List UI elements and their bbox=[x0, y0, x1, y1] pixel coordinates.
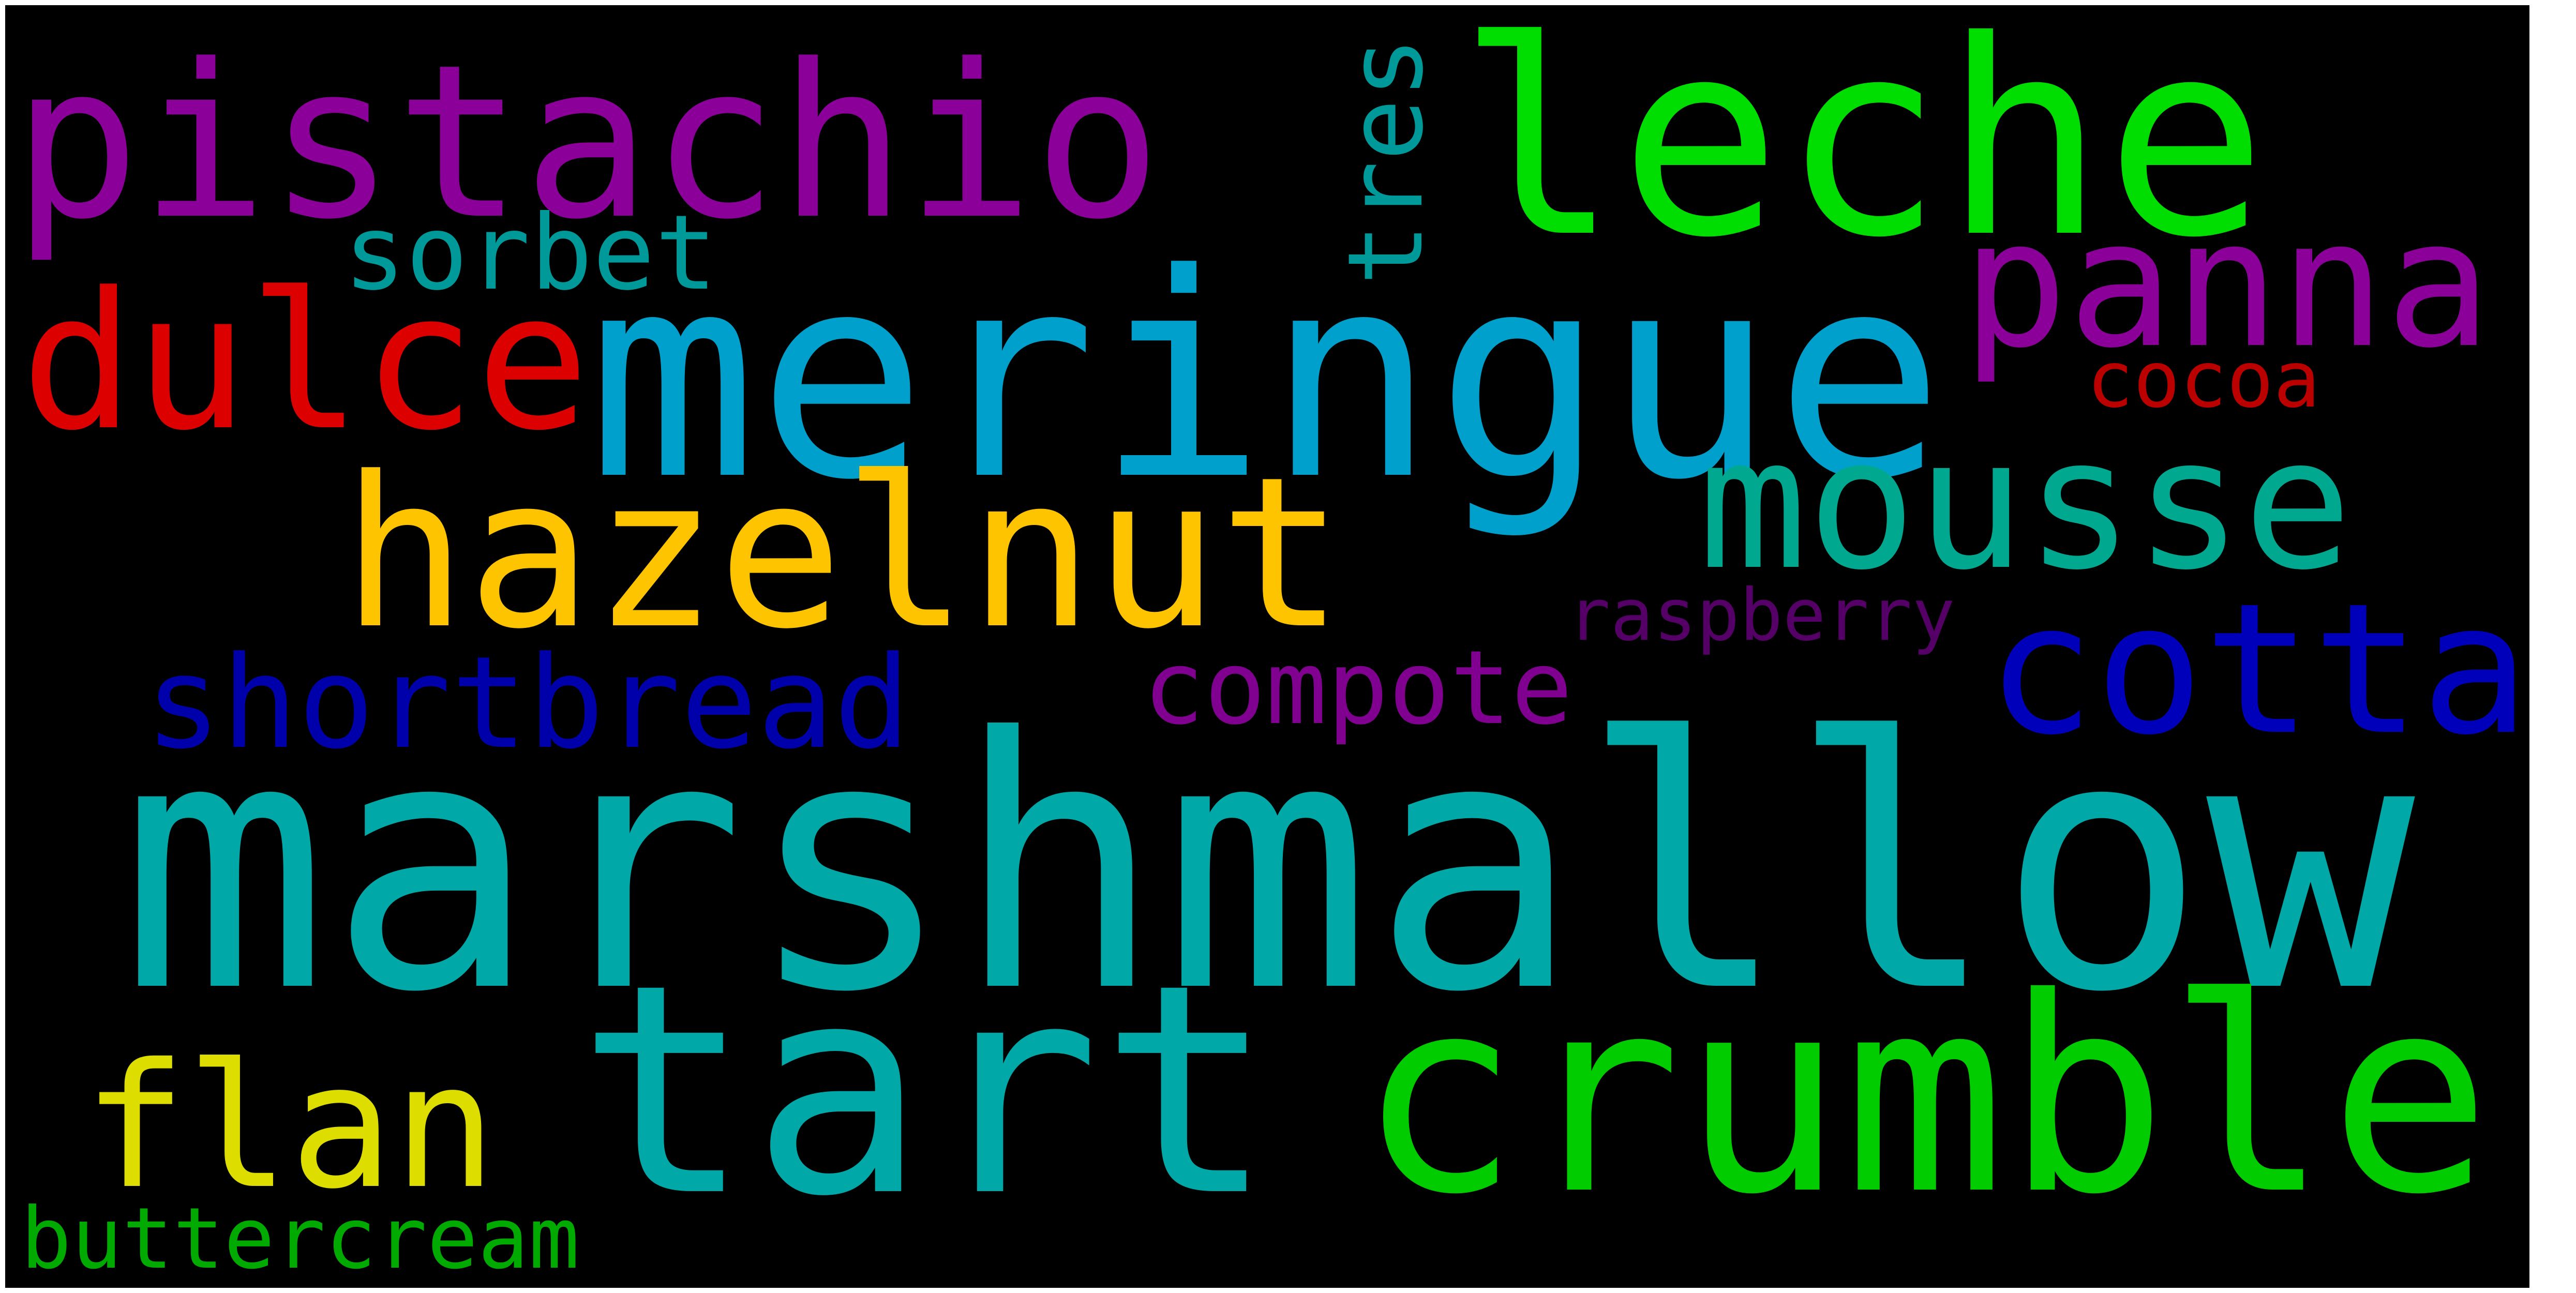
word-compote: compote bbox=[1143, 628, 1573, 747]
word-tart: tart bbox=[577, 923, 1275, 1260]
word-sorbet: sorbet bbox=[343, 193, 717, 313]
word-dulce: dulce bbox=[21, 252, 590, 472]
word-cloud: marshmallow meringue leche pistachio cru… bbox=[5, 5, 2529, 1288]
word-cocoa: cocoa bbox=[2087, 335, 2320, 425]
word-shortbread: shortbread bbox=[145, 629, 911, 777]
word-meringue: meringue bbox=[588, 213, 1945, 542]
word-buttercream: buttercream bbox=[21, 1190, 580, 1288]
word-hazelnut: hazelnut bbox=[341, 432, 1345, 674]
word-flan: flan bbox=[83, 1027, 497, 1227]
word-marshmallow: marshmallow bbox=[119, 665, 2415, 1068]
word-cotta: cotta bbox=[1986, 564, 2529, 775]
word-leche: leche bbox=[1457, 5, 2267, 296]
word-mousse: mousse bbox=[1698, 399, 2353, 610]
word-tres: tres bbox=[1326, 36, 1446, 285]
word-panna: panna bbox=[1962, 182, 2492, 387]
word-raspberry: raspberry bbox=[1567, 574, 1955, 657]
word-crumble: crumble bbox=[1357, 940, 2491, 1253]
word-pistachio: pistachio bbox=[12, 19, 1162, 266]
